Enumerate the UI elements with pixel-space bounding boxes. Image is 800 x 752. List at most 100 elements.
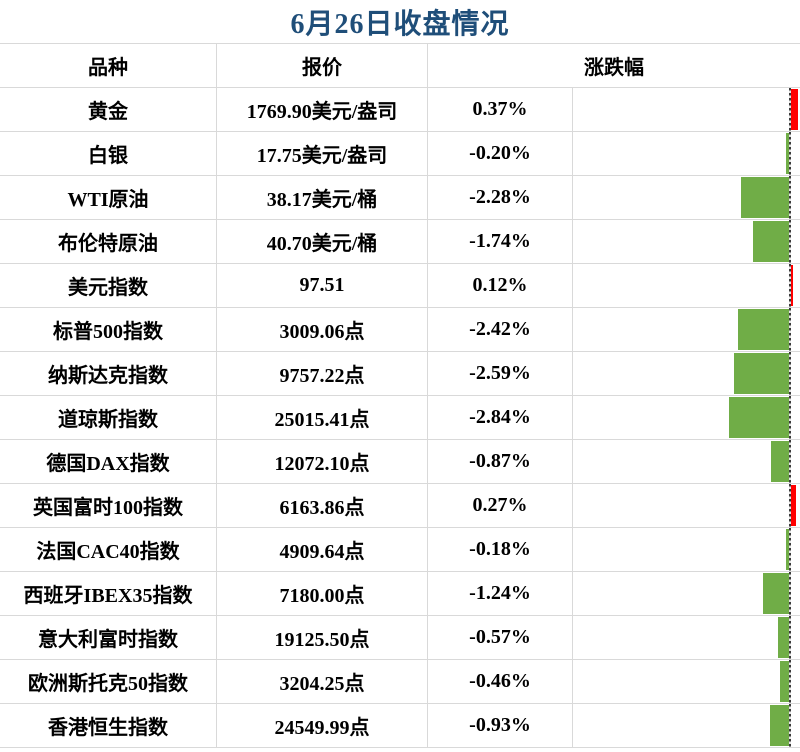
variety-cell: 英国富时100指数 [0, 484, 217, 527]
change-bar [780, 661, 790, 702]
change-bar [778, 617, 790, 658]
change-bar-cell [573, 132, 800, 175]
change-percent-cell: -1.24% [428, 572, 573, 615]
bar-axis-dashed-line [789, 396, 791, 439]
change-bar [786, 133, 790, 174]
table-row: 布伦特原油 40.70美元/桶 -1.74% [0, 220, 800, 264]
header-change: 涨跌幅 [584, 57, 644, 79]
quote-cell: 1769.90美元/盎司 [217, 88, 428, 131]
change-bar-cell [573, 440, 800, 483]
change-percent-cell: 0.12% [428, 264, 573, 307]
bar-axis-dashed-line [789, 88, 791, 131]
quote-cell: 7180.00点 [217, 572, 428, 615]
variety-cell: 黄金 [0, 88, 217, 131]
change-bar-cell [573, 572, 800, 615]
change-percent-cell: 0.27% [428, 484, 573, 527]
change-percent-cell: -1.74% [428, 220, 573, 263]
table-row: 法国CAC40指数 4909.64点 -0.18% [0, 528, 800, 572]
bar-axis-dashed-line [789, 220, 791, 263]
change-bar [771, 441, 790, 482]
table-row: 标普500指数 3009.06点 -2.42% [0, 308, 800, 352]
change-percent-cell: -2.59% [428, 352, 573, 395]
change-percent-cell: -2.84% [428, 396, 573, 439]
table-row: 德国DAX指数 12072.10点 -0.87% [0, 440, 800, 484]
change-percent-cell: -0.87% [428, 440, 573, 483]
change-percent-cell: -2.28% [428, 176, 573, 219]
table-row: 欧洲斯托克50指数 3204.25点 -0.46% [0, 660, 800, 704]
bar-axis-dashed-line [789, 264, 791, 307]
table-row: 纳斯达克指数 9757.22点 -2.59% [0, 352, 800, 396]
variety-cell: 欧洲斯托克50指数 [0, 660, 217, 703]
bar-axis-dashed-line [789, 484, 791, 527]
change-percent-cell: 0.37% [428, 88, 573, 131]
change-bar-cell [573, 660, 800, 703]
change-percent-cell: -0.46% [428, 660, 573, 703]
table-row: 意大利富时指数 19125.50点 -0.57% [0, 616, 800, 660]
table-header-row: 品种 报价 涨跌幅 [0, 44, 800, 88]
variety-cell: 德国DAX指数 [0, 440, 217, 483]
bar-axis-dashed-line [789, 352, 791, 395]
quote-cell: 4909.64点 [217, 528, 428, 571]
bar-axis-dashed-line [789, 440, 791, 483]
change-percent-cell: -0.20% [428, 132, 573, 175]
quote-cell: 24549.99点 [217, 704, 428, 747]
change-bar-cell [573, 528, 800, 571]
change-bar [741, 177, 790, 218]
quote-cell: 40.70美元/桶 [217, 220, 428, 263]
table-body: 黄金 1769.90美元/盎司 0.37% 白银 17.75美元/盎司 -0.2… [0, 88, 800, 748]
quote-cell: 9757.22点 [217, 352, 428, 395]
change-bar-cell [573, 352, 800, 395]
table-row: 香港恒生指数 24549.99点 -0.93% [0, 704, 800, 748]
change-bar-cell [573, 88, 800, 131]
change-bar [738, 309, 790, 350]
change-bar [734, 353, 790, 394]
bar-axis-dashed-line [789, 132, 791, 175]
bar-axis-dashed-line [789, 176, 791, 219]
change-bar-cell [573, 308, 800, 351]
table-row: 西班牙IBEX35指数 7180.00点 -1.24% [0, 572, 800, 616]
change-bar [786, 529, 790, 570]
page-title: 6月26日收盘情况 [0, 0, 800, 44]
change-bar-cell [573, 704, 800, 747]
table-row: 道琼斯指数 25015.41点 -2.84% [0, 396, 800, 440]
quote-cell: 12072.10点 [217, 440, 428, 483]
table-row: 英国富时100指数 6163.86点 0.27% [0, 484, 800, 528]
variety-cell: 美元指数 [0, 264, 217, 307]
variety-cell: 香港恒生指数 [0, 704, 217, 747]
change-bar [790, 265, 793, 306]
variety-cell: 白银 [0, 132, 217, 175]
quote-cell: 3009.06点 [217, 308, 428, 351]
bar-axis-dashed-line [789, 660, 791, 703]
variety-cell: 标普500指数 [0, 308, 217, 351]
variety-cell: WTI原油 [0, 176, 217, 219]
quote-cell: 97.51 [217, 264, 428, 307]
header-variety: 品种 [0, 44, 217, 87]
variety-cell: 道琼斯指数 [0, 396, 217, 439]
change-bar [729, 397, 790, 438]
bar-axis-dashed-line [789, 572, 791, 615]
change-percent-cell: -0.57% [428, 616, 573, 659]
quote-cell: 3204.25点 [217, 660, 428, 703]
quote-cell: 25015.41点 [217, 396, 428, 439]
bar-axis-dashed-line [789, 704, 791, 747]
header-quote: 报价 [217, 44, 428, 87]
table-row: WTI原油 38.17美元/桶 -2.28% [0, 176, 800, 220]
change-bar [770, 705, 790, 746]
table-row: 白银 17.75美元/盎司 -0.20% [0, 132, 800, 176]
quote-cell: 38.17美元/桶 [217, 176, 428, 219]
quote-cell: 6163.86点 [217, 484, 428, 527]
change-bar-cell [573, 220, 800, 263]
change-bar [790, 485, 796, 526]
change-bar [753, 221, 790, 262]
quote-cell: 19125.50点 [217, 616, 428, 659]
quote-cell: 17.75美元/盎司 [217, 132, 428, 175]
change-bar-cell [573, 396, 800, 439]
change-bar-cell [573, 484, 800, 527]
table-row: 美元指数 97.51 0.12% [0, 264, 800, 308]
bar-axis-dashed-line [789, 308, 791, 351]
variety-cell: 意大利富时指数 [0, 616, 217, 659]
bar-axis-dashed-line [789, 528, 791, 571]
table-row: 黄金 1769.90美元/盎司 0.37% [0, 88, 800, 132]
change-bar [790, 89, 798, 130]
